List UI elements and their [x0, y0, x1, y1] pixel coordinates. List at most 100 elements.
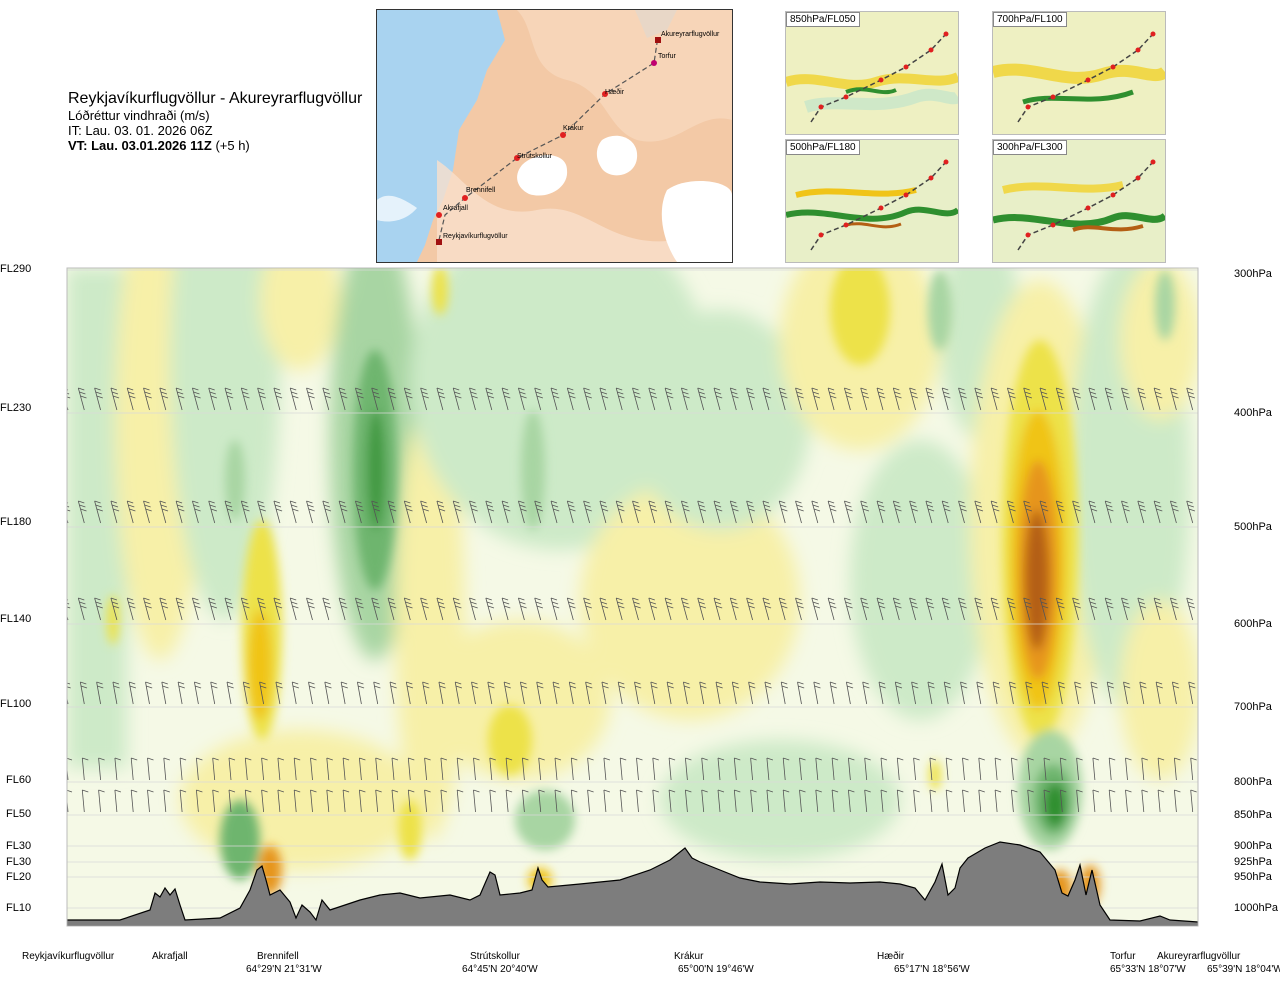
fl-label-60: FL60	[6, 774, 32, 786]
wind-barb	[619, 757, 627, 781]
wind-barb	[310, 789, 317, 813]
wind-barb	[915, 268, 916, 269]
wind-barb	[566, 500, 576, 524]
wind-barb	[929, 789, 937, 813]
map-marker-krakur	[560, 132, 566, 138]
wind-barb	[338, 387, 348, 411]
wind-barb	[391, 757, 399, 781]
wind-barb	[990, 500, 1000, 524]
thumbnail-700hpa[interactable]: 700hPa/FL100	[992, 11, 1166, 135]
wind-barb	[424, 789, 431, 813]
thumbnail-850hpa[interactable]: 850hPa/FL050	[785, 11, 959, 135]
fl-label-100: FL100	[0, 698, 32, 710]
wind-barb	[860, 500, 870, 524]
valid-offset: (+5 h)	[215, 138, 250, 153]
wind-barb	[355, 387, 364, 411]
map-marker-akureyri	[655, 37, 661, 43]
wind-barb	[360, 268, 362, 269]
wind-barb	[1186, 597, 1196, 621]
wind-barb	[436, 500, 446, 524]
wind-barb	[566, 597, 576, 621]
wind-barb	[799, 789, 806, 813]
wind-barb	[355, 500, 364, 524]
wind-barb	[813, 681, 821, 705]
wind-barb	[784, 268, 786, 269]
thumbnail-500hpa[interactable]: 500hPa/FL180	[785, 139, 959, 263]
wind-barb	[67, 757, 73, 781]
wind-barb	[990, 597, 1000, 621]
wind-barb	[420, 597, 429, 621]
wind-barb	[1059, 789, 1067, 813]
fl-label-30a: FL30	[6, 840, 32, 852]
wind-barb	[880, 757, 888, 781]
wind-barb	[1153, 387, 1163, 411]
wind-barb	[746, 597, 755, 621]
wind-barb	[844, 387, 853, 411]
wind-barb	[827, 500, 837, 524]
wind-barb	[992, 681, 1000, 705]
wind-barb	[1072, 500, 1081, 524]
wind-barb	[1011, 789, 1018, 813]
wind-barb	[340, 681, 348, 705]
wind-barb	[778, 387, 788, 411]
hpa-label-900: 900hPa	[1234, 840, 1272, 852]
wind-barb	[377, 268, 378, 269]
wind-barb	[126, 500, 136, 524]
wind-barb	[224, 387, 234, 411]
wind-barb	[471, 681, 479, 705]
thumbnail-label: 850hPa/FL050	[786, 12, 860, 27]
wind-barb	[601, 681, 609, 705]
wind-barb	[279, 268, 280, 269]
wind-barb	[291, 681, 300, 705]
waypoint-coord: 65°39'N 18°04'W	[1207, 964, 1280, 975]
thumbnail-300hpa[interactable]: 300hPa/FL300	[992, 139, 1166, 263]
wind-barb	[473, 789, 480, 813]
wind-barb	[132, 268, 134, 269]
wind-barb	[263, 268, 264, 269]
wind-barb	[664, 597, 674, 621]
wind-barb	[931, 268, 932, 269]
wind-barb	[208, 387, 218, 411]
wind-barb	[436, 597, 446, 621]
wind-barb	[501, 597, 511, 621]
wind-barb	[1170, 387, 1179, 411]
wind-barb	[994, 789, 1002, 813]
wind-barb	[964, 268, 965, 269]
wind-barb	[114, 789, 122, 813]
wind-barb	[636, 757, 643, 781]
wind-barb	[523, 268, 525, 269]
wind-barb	[489, 757, 496, 781]
wind-barb	[289, 387, 299, 411]
wind-barb	[1007, 500, 1016, 524]
wind-barb	[387, 597, 397, 621]
wind-barb	[145, 681, 153, 705]
hpa-label-850: 850hPa	[1234, 809, 1272, 821]
wind-barb	[566, 387, 576, 411]
wind-barb	[501, 387, 511, 411]
wind-barb	[485, 597, 495, 621]
wind-barb	[179, 789, 187, 813]
wind-barb	[179, 757, 187, 781]
fl-label-140: FL140	[0, 613, 32, 625]
wind-barb	[746, 387, 755, 411]
wind-barb	[1186, 387, 1196, 411]
wind-barb	[409, 268, 411, 269]
wind-barb	[1059, 757, 1067, 781]
wind-barb	[1143, 268, 1144, 269]
wind-barb	[452, 387, 462, 411]
waypoint-name: Akrafjall	[152, 951, 188, 962]
waypoint-name: Hæðir	[877, 951, 905, 962]
wind-barb	[866, 268, 867, 269]
wind-barb	[1121, 597, 1130, 621]
wind-barb	[911, 681, 919, 705]
wind-barb	[862, 681, 870, 705]
waypoint-coord: 65°33'N 18°07'W	[1110, 964, 1186, 975]
map-marker-haedir	[602, 91, 608, 97]
wind-barb	[729, 500, 739, 524]
wind-barb	[827, 387, 837, 411]
wind-barb	[898, 268, 900, 269]
wind-barb	[163, 789, 170, 813]
wind-barb	[322, 597, 332, 621]
wind-barb	[371, 387, 381, 411]
wind-barb	[1125, 757, 1132, 781]
